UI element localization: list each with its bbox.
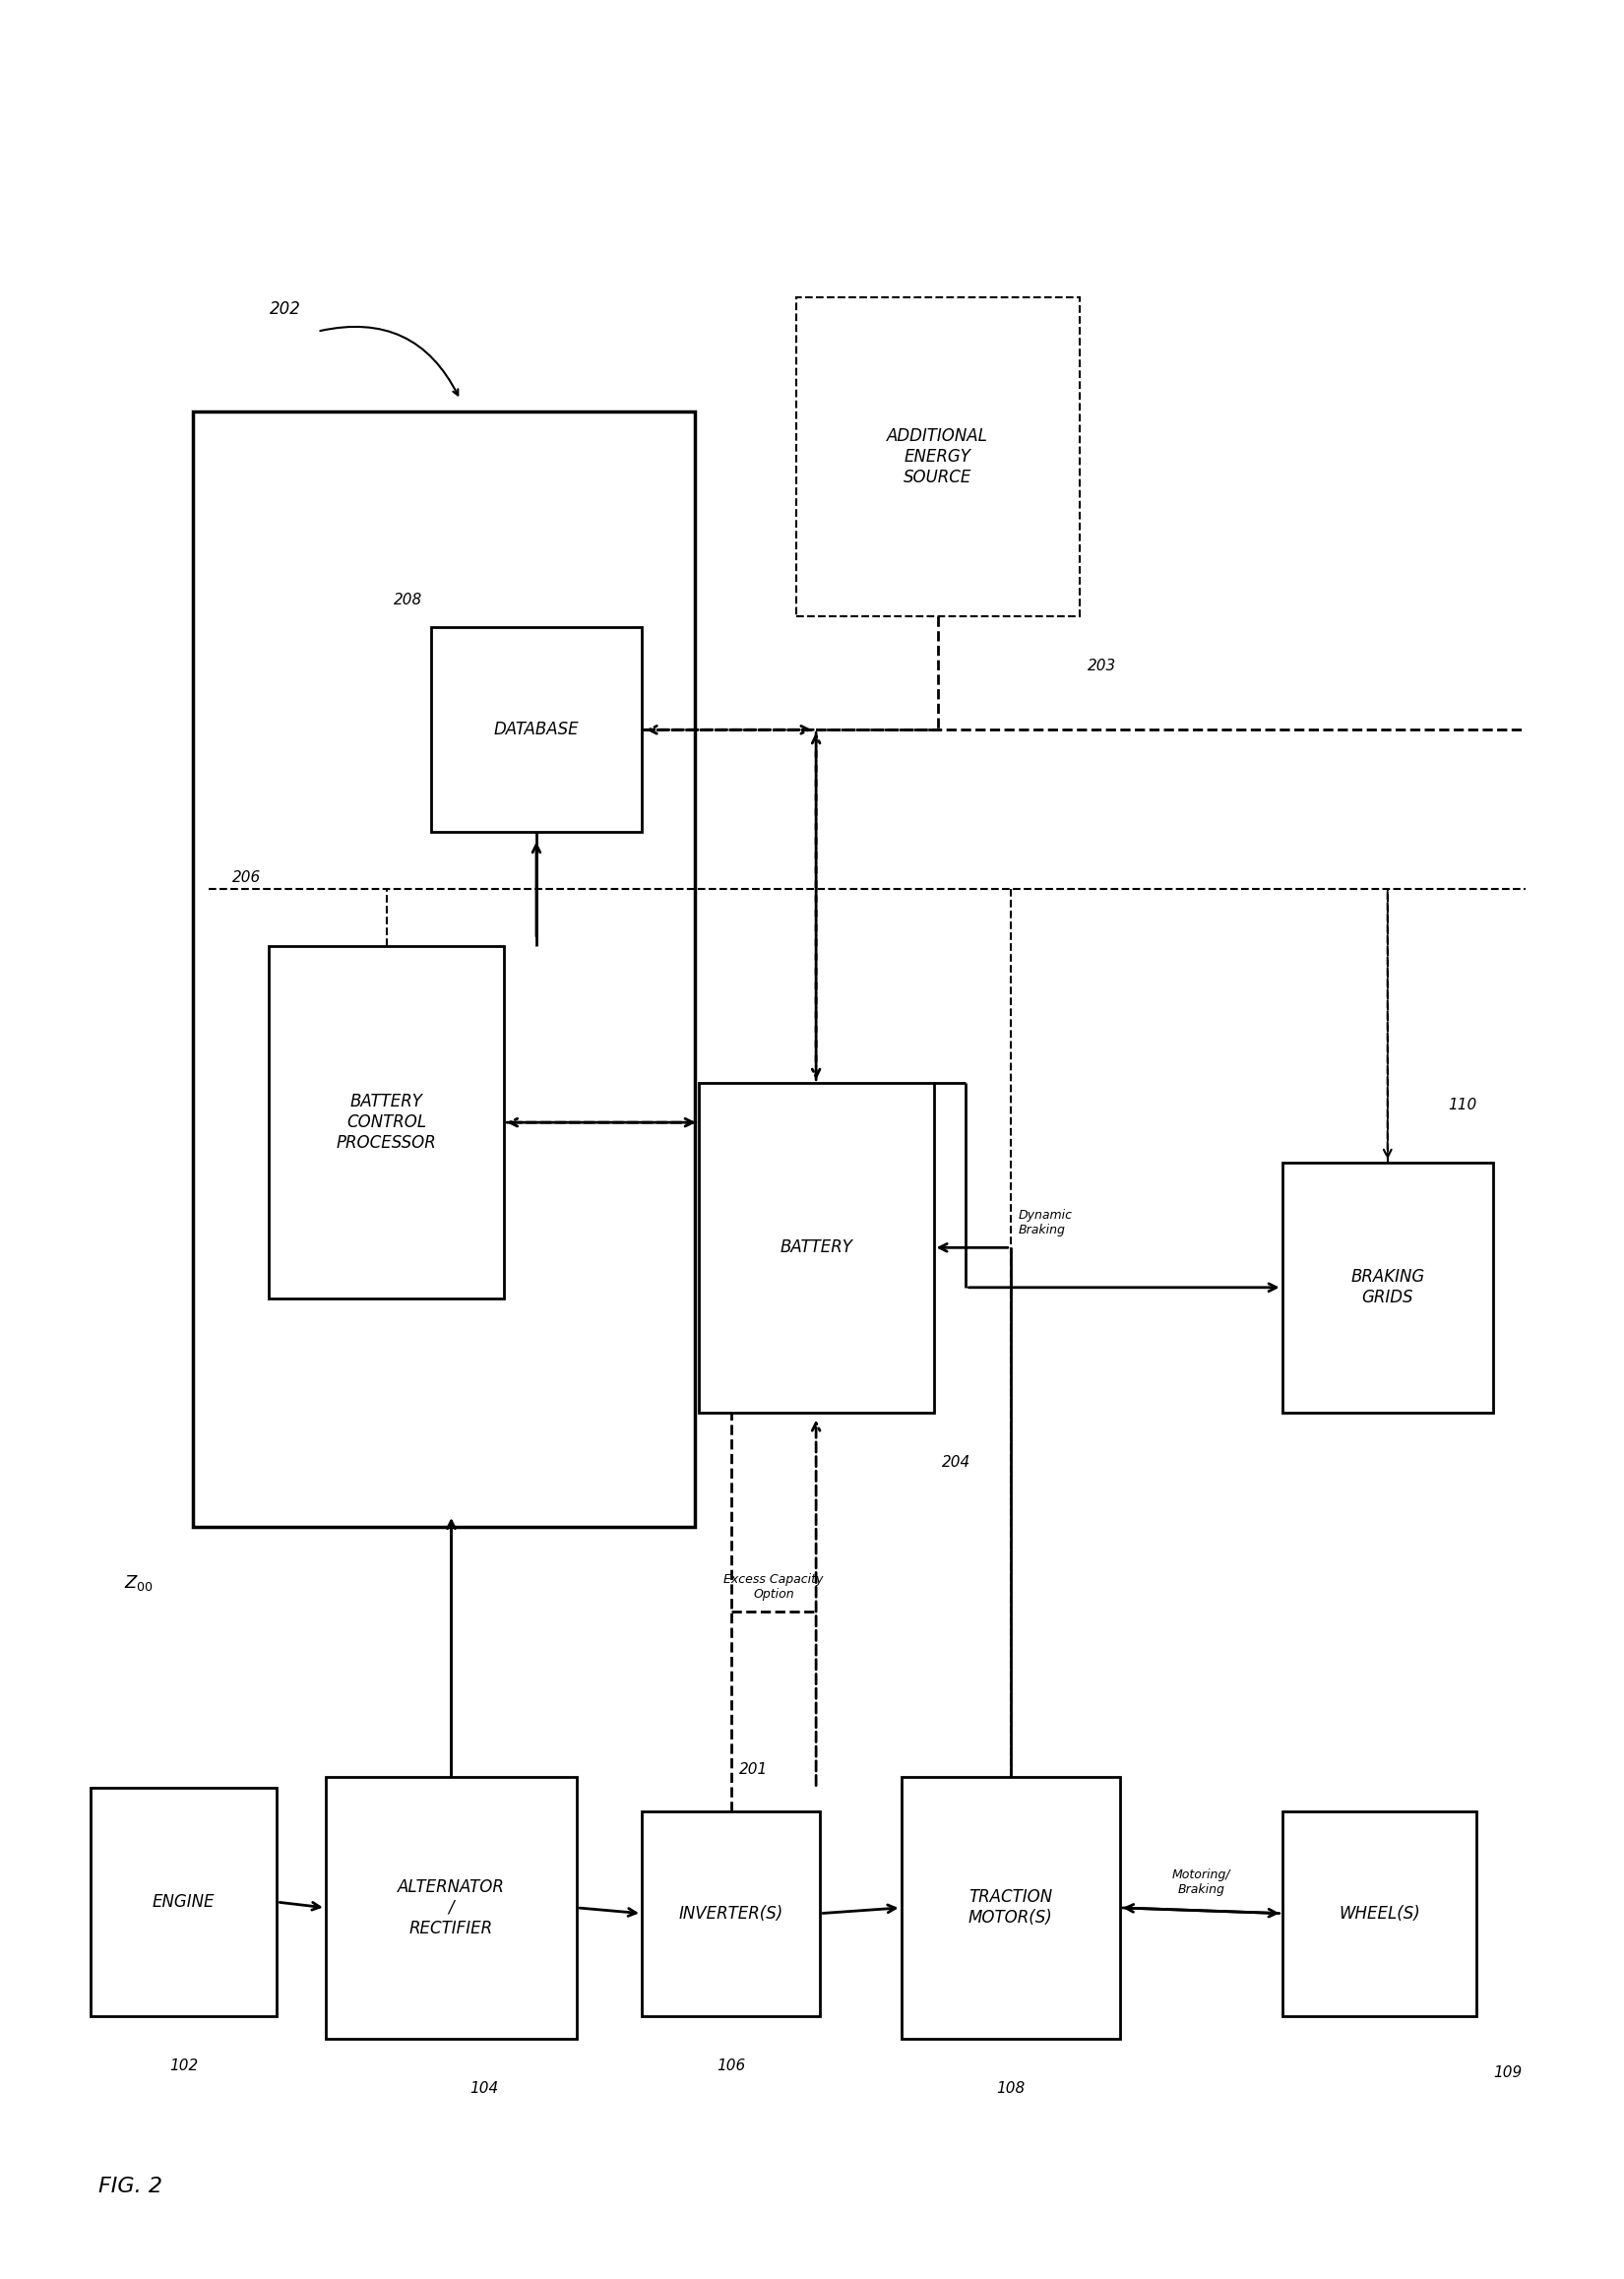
FancyBboxPatch shape xyxy=(91,1789,278,2017)
Text: 106: 106 xyxy=(716,2058,745,2074)
Text: 206: 206 xyxy=(232,871,261,884)
Text: 104: 104 xyxy=(469,2081,499,2097)
Text: Dynamic
Braking: Dynamic Braking xyxy=(1018,1208,1073,1235)
FancyBboxPatch shape xyxy=(901,1778,1121,2040)
Text: ENGINE: ENGINE xyxy=(153,1894,214,1910)
Text: BATTERY: BATTERY xyxy=(780,1240,853,1256)
Text: FIG. 2: FIG. 2 xyxy=(99,2176,162,2197)
Text: WHEEL(S): WHEEL(S) xyxy=(1338,1905,1419,1921)
FancyBboxPatch shape xyxy=(1283,1162,1492,1413)
Text: 110: 110 xyxy=(1449,1098,1476,1112)
Text: $Z_{00}$: $Z_{00}$ xyxy=(125,1573,154,1593)
Text: BATTERY
CONTROL
PROCESSOR: BATTERY CONTROL PROCESSOR xyxy=(336,1094,437,1151)
FancyBboxPatch shape xyxy=(270,946,503,1299)
Text: ADDITIONAL
ENERGY
SOURCE: ADDITIONAL ENERGY SOURCE xyxy=(887,426,989,485)
Text: 201: 201 xyxy=(739,1762,768,1778)
FancyBboxPatch shape xyxy=(641,1812,820,2017)
Text: Motoring/
Braking: Motoring/ Braking xyxy=(1173,1869,1231,1896)
Text: 102: 102 xyxy=(169,2058,198,2074)
Text: 208: 208 xyxy=(395,593,422,608)
Text: 203: 203 xyxy=(1088,659,1116,672)
Text: ALTERNATOR
/
RECTIFIER: ALTERNATOR / RECTIFIER xyxy=(398,1878,505,1937)
FancyBboxPatch shape xyxy=(430,627,641,832)
FancyBboxPatch shape xyxy=(698,1083,934,1413)
Text: Excess Capacity
Option: Excess Capacity Option xyxy=(724,1573,823,1600)
Text: 108: 108 xyxy=(996,2081,1025,2097)
Text: BRAKING
GRIDS: BRAKING GRIDS xyxy=(1351,1269,1424,1306)
Text: INVERTER(S): INVERTER(S) xyxy=(679,1905,783,1921)
FancyBboxPatch shape xyxy=(796,296,1080,615)
FancyBboxPatch shape xyxy=(326,1778,577,2040)
FancyBboxPatch shape xyxy=(1283,1812,1476,2017)
Text: 109: 109 xyxy=(1492,2065,1522,2081)
Text: 202: 202 xyxy=(270,301,300,317)
Text: 204: 204 xyxy=(942,1456,971,1470)
Text: TRACTION
MOTOR(S): TRACTION MOTOR(S) xyxy=(968,1889,1052,1926)
Text: DATABASE: DATABASE xyxy=(494,720,580,738)
